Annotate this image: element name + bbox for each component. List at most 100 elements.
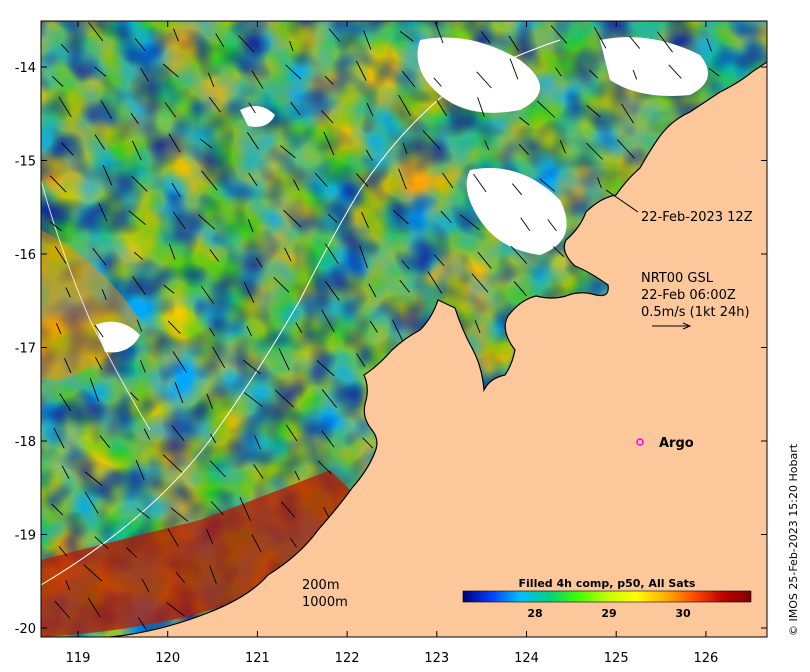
current-vector: [239, 497, 251, 522]
current-vector: [198, 214, 216, 230]
current-vector: [362, 437, 374, 449]
current-vector: [60, 43, 70, 53]
current-vector: [167, 320, 181, 334]
current-vector: [136, 508, 150, 519]
colorbar-tick-label: 29: [601, 607, 616, 620]
current-vector: [459, 214, 480, 231]
current-vector: [94, 324, 104, 338]
current-vector: [273, 277, 290, 293]
y-tick-label: -16: [15, 248, 36, 263]
y-tick-label: -15: [15, 155, 36, 170]
current-vector: [244, 392, 263, 407]
current-vector: [628, 35, 641, 49]
current-vector: [283, 209, 302, 228]
current-vector: [208, 72, 215, 88]
current-vector: [509, 58, 519, 80]
sst-field: [41, 21, 767, 637]
current-vector: [254, 435, 261, 450]
current-vector: [92, 248, 107, 266]
current-vector: [51, 503, 64, 516]
current-vector: [168, 133, 181, 153]
current-vector: [94, 66, 107, 77]
current-vector: [294, 471, 300, 481]
current-vector: [209, 327, 216, 337]
current-vector: [173, 28, 179, 42]
current-vector: [163, 284, 175, 294]
current-vector: [49, 175, 67, 193]
isobath-200m: [41, 179, 151, 431]
current-vector: [508, 35, 520, 52]
current-vector: [248, 102, 256, 114]
current-vector: [208, 96, 221, 113]
current-vector: [162, 63, 179, 78]
coastline: [109, 61, 767, 637]
y-axis: -14 -15 -16 -17 -18 -19 -20: [15, 61, 767, 637]
argo-float-marker: [636, 438, 644, 446]
y-tick-label: -17: [15, 342, 36, 357]
current-vector: [83, 564, 103, 582]
current-vector: [205, 528, 214, 545]
current-vector: [324, 75, 334, 85]
current-vector: [58, 546, 68, 557]
current-vector: [518, 144, 529, 155]
current-vector: [433, 254, 445, 267]
current-vector: [64, 358, 72, 374]
current-vector: [361, 211, 369, 228]
current-vector: [355, 173, 369, 187]
current-vector: [251, 534, 262, 553]
colorbar-gradient: [462, 590, 752, 603]
y-tick-label: -19: [15, 529, 36, 544]
current-vector: [61, 465, 70, 479]
current-vector: [442, 172, 454, 189]
current-vector: [137, 617, 147, 630]
current-vector: [321, 110, 334, 124]
current-vector: [321, 430, 335, 448]
current-vector: [274, 389, 295, 408]
x-tick-label: 119: [66, 651, 91, 666]
current-vector: [209, 249, 220, 262]
current-vector: [324, 280, 340, 301]
current-vector: [132, 140, 142, 161]
current-vector: [359, 245, 368, 268]
current-vector: [433, 77, 442, 87]
current-vector: [323, 506, 330, 518]
current-vector: [135, 459, 145, 481]
current-vector: [512, 183, 523, 196]
current-vector: [94, 356, 103, 370]
source-line-3: 0.5m/s (1kt 24h): [641, 305, 750, 320]
y-tick-label: -20: [15, 622, 36, 637]
current-vector: [88, 22, 104, 42]
current-vector: [131, 175, 148, 192]
current-vector: [289, 40, 294, 51]
current-vector: [140, 360, 146, 373]
current-vector: [87, 597, 101, 618]
current-vector: [597, 177, 602, 189]
current-vector: [392, 209, 409, 225]
current-vector: [209, 460, 226, 478]
current-vector: [247, 132, 259, 150]
current-vector: [321, 389, 337, 408]
colorbar-tick-label: 30: [675, 607, 691, 620]
current-vector: [251, 70, 264, 89]
current-vector: [84, 491, 99, 514]
current-vector: [474, 320, 481, 334]
current-vectors: [49, 21, 720, 630]
current-vector: [536, 100, 556, 118]
x-tick-label: 122: [335, 651, 360, 666]
current-vector: [89, 378, 100, 402]
current-vector: [471, 273, 489, 293]
current-vector: [392, 319, 404, 342]
current-vector: [708, 67, 720, 77]
current-vector: [586, 105, 601, 118]
credit-text: © IMOS 25-Feb-2023 15:20 Hobart: [787, 443, 800, 636]
current-vector: [53, 427, 65, 449]
current-vector: [323, 131, 335, 156]
current-vector: [59, 393, 72, 412]
current-vector: [589, 69, 598, 79]
current-vector: [398, 168, 407, 190]
x-tick-label: 121: [245, 651, 270, 666]
current-vector: [317, 460, 332, 475]
current-vector: [356, 353, 366, 367]
current-vector: [209, 565, 217, 584]
x-axis: 119 120 121 122 123 124 125 126: [66, 21, 718, 666]
